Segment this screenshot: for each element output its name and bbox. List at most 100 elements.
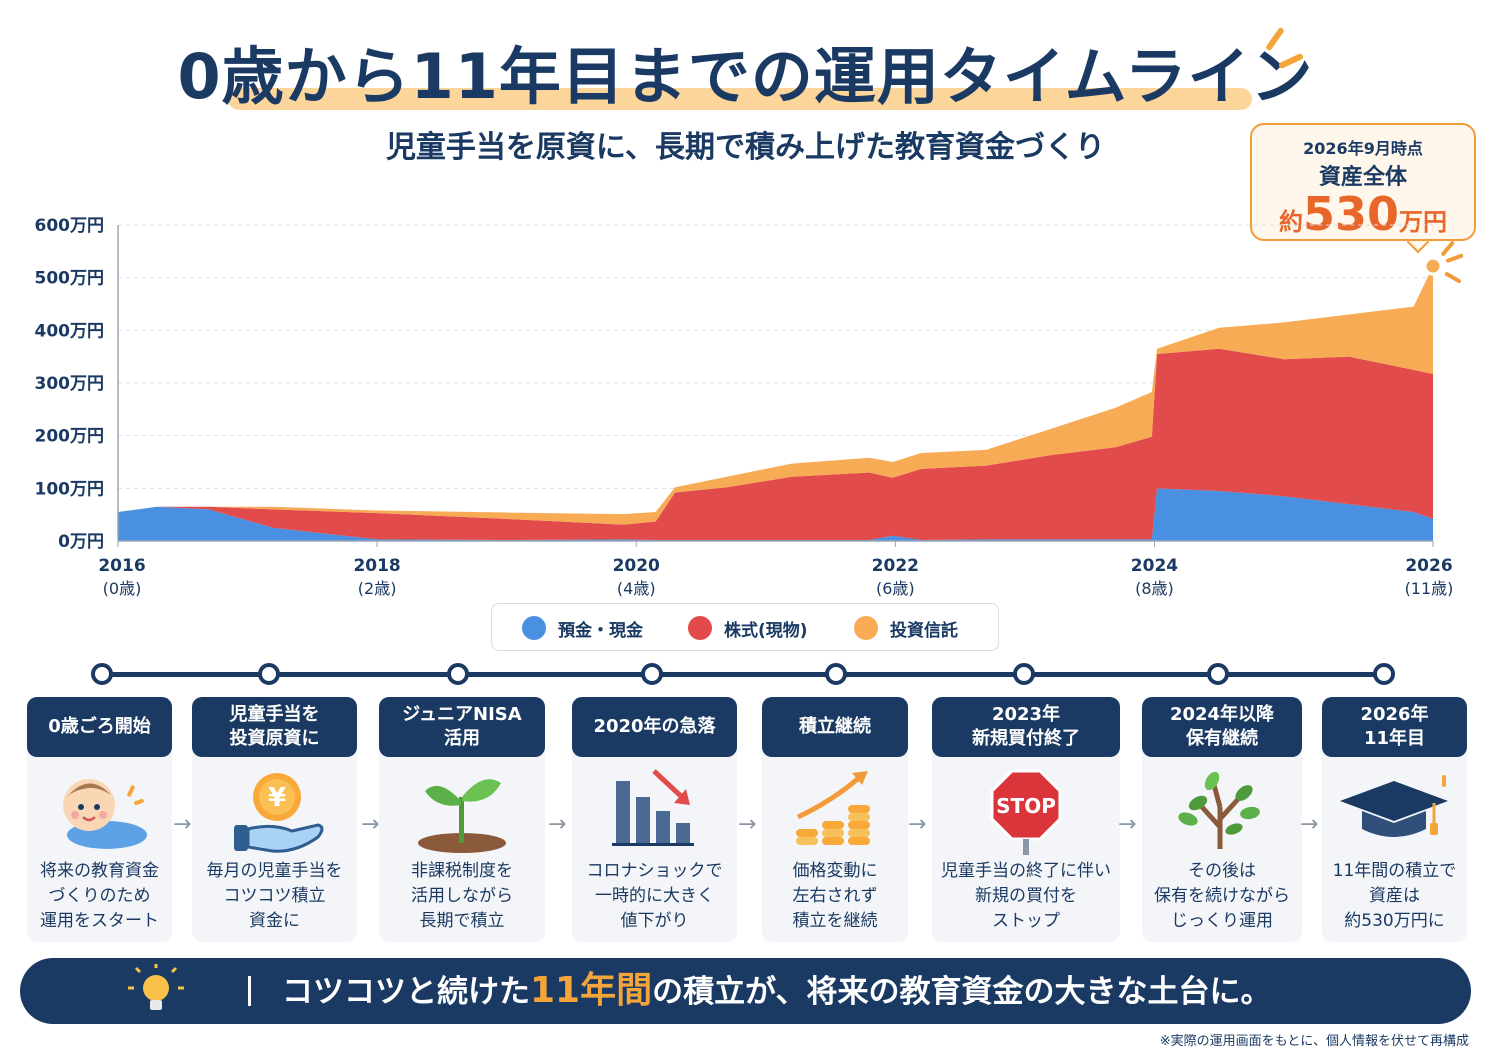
timeline-dot bbox=[1207, 663, 1229, 685]
lightbulb-icon bbox=[128, 964, 184, 1010]
area-series-cash bbox=[118, 488, 1433, 541]
marker-ray bbox=[1446, 253, 1464, 263]
card-description: 毎月の児童手当を コツコツ積立 資金に bbox=[206, 861, 343, 931]
footnote: ※実際の運用画面をもとに、個人情報を伏せて再構成 bbox=[1159, 1034, 1469, 1049]
total-asset-callout: 2026年9月時点 資産全体 約530万円 bbox=[1250, 123, 1476, 241]
card-heading: 0歳ごろ開始 bbox=[27, 697, 172, 757]
arrow-right-icon: → bbox=[908, 812, 927, 837]
x-tick-year: 2020 bbox=[613, 556, 660, 576]
card-heading: 2024年以降 保有継続 bbox=[1142, 697, 1302, 757]
marker-ray bbox=[1441, 241, 1455, 256]
timeline-dot bbox=[641, 663, 663, 685]
timeline-card-allowance: 児童手当を 投資原資に ¥ 毎月の児童手当を コツコツ積立 資金に bbox=[192, 697, 357, 942]
y-tick-label: 200万円 bbox=[35, 427, 105, 447]
timeline-dot bbox=[91, 663, 113, 685]
y-tick-label: 0万円 bbox=[58, 532, 104, 552]
legend-label-cash: 預金・現金 bbox=[558, 620, 643, 641]
yen-hand-icon: ¥ bbox=[234, 773, 324, 853]
legend-item-cash: 預金・現金 bbox=[522, 615, 643, 641]
stop-sign-text: STOP bbox=[996, 794, 1056, 818]
callout-date: 2026年9月時点 bbox=[1303, 139, 1423, 158]
legend-swatch-fund bbox=[854, 616, 878, 640]
arrow-right-icon: → bbox=[361, 812, 380, 837]
y-tick-label: 500万円 bbox=[35, 269, 105, 289]
timeline-dot bbox=[447, 663, 469, 685]
timeline-card-crash: 2020年の急落 コロナショックで 一時的に大きく 値下がり bbox=[572, 697, 737, 942]
banner-highlight: 11年間 bbox=[530, 970, 653, 1011]
callout-number: 530 bbox=[1302, 187, 1400, 241]
y-tick-label: 100万円 bbox=[35, 479, 105, 499]
chart-legend: 預金・現金 株式(現物) 投資信託 bbox=[491, 603, 999, 651]
chart-areas bbox=[118, 266, 1433, 541]
banner-message: コツコツと続けた11年間の積立が、将来の教育資金の大きな土台に。 bbox=[282, 970, 1272, 1011]
asset-area-chart: 0万円 100万円 200万円 300万円 400万円 500万円 600万円 2016 (0歳… bbox=[35, 216, 1464, 598]
card-description: 将来の教育資金 づくりのため 運用をスタート bbox=[40, 861, 159, 931]
sprout-icon bbox=[418, 779, 506, 853]
timeline-card-hold: 2024年以降 保有継続 その後は 保有を続けながら じっくり運用 bbox=[1142, 697, 1302, 942]
card-heading: 2023年 新規買付終了 bbox=[932, 697, 1120, 757]
card-heading: 児童手当を 投資原資に bbox=[192, 697, 357, 757]
callout-prefix: 約 bbox=[1278, 208, 1303, 236]
x-tick-age: (6歳) bbox=[876, 579, 915, 598]
card-description: 11年間の積立で 資産は 約530万円に bbox=[1332, 861, 1457, 931]
area-series-fund bbox=[118, 266, 1433, 525]
yen-symbol: ¥ bbox=[268, 783, 286, 813]
x-tick-year: 2022 bbox=[872, 556, 919, 576]
stop-sign-icon: STOP bbox=[990, 769, 1062, 855]
x-tick-age: (0歳) bbox=[103, 579, 142, 598]
x-tick-age: (11歳) bbox=[1405, 579, 1454, 598]
card-heading: 2020年の急落 bbox=[572, 697, 737, 757]
baby-icon bbox=[63, 779, 147, 849]
title-underline bbox=[228, 88, 1252, 110]
timeline-card-start: 0歳ごろ開始 将来の教育資金 づくりのため 運用をスタート bbox=[27, 697, 172, 942]
timeline-dot bbox=[825, 663, 847, 685]
card-description: コロナショックで 一時的に大きく 値下がり bbox=[586, 861, 723, 931]
card-heading: 積立継続 bbox=[762, 697, 908, 757]
card-heading: ジュニアNISA 活用 bbox=[379, 697, 545, 757]
area-series-stock bbox=[118, 348, 1433, 540]
x-tick-age: (4歳) bbox=[617, 579, 656, 598]
x-tick-year: 2018 bbox=[353, 556, 400, 576]
arrow-right-icon: → bbox=[548, 812, 567, 837]
card-description: その後は 保有を続けながら じっくり運用 bbox=[1154, 861, 1290, 931]
timeline-card-stop: 2023年 新規買付終了 STOP 児童手当の終了に伴い 新規の買付を ストップ bbox=[932, 697, 1120, 942]
banner-separator bbox=[248, 976, 251, 1006]
timeline-line bbox=[100, 672, 1386, 677]
timeline-dot bbox=[1373, 663, 1395, 685]
timeline-dot bbox=[258, 663, 280, 685]
callout-label: 資産全体 bbox=[1318, 165, 1407, 190]
x-tick-year: 2026 bbox=[1405, 556, 1452, 576]
x-tick-age: (8歳) bbox=[1135, 579, 1174, 598]
timeline-dot bbox=[1013, 663, 1035, 685]
legend-label-fund: 投資信託 bbox=[890, 620, 958, 641]
tree-icon bbox=[1178, 771, 1260, 849]
y-tick-label: 400万円 bbox=[35, 321, 105, 341]
end-point-marker bbox=[1423, 256, 1443, 276]
page-title: 0歳から11年目までの運用タイムライン bbox=[177, 40, 1314, 113]
card-description: 価格変動に 左右されず 積立を継続 bbox=[792, 861, 878, 931]
timeline-card-nisa: ジュニアNISA 活用 非課税制度を 活用しながら 長期で積立 bbox=[379, 697, 545, 942]
timeline-card-eleven-years: 2026年 11年目 11年間の積立で 資産は 約530万円に bbox=[1322, 697, 1467, 942]
legend-label-stock: 株式(現物) bbox=[724, 620, 808, 641]
chart-down-icon bbox=[612, 769, 694, 846]
legend-swatch-stock bbox=[688, 616, 712, 640]
coins-up-icon bbox=[796, 771, 870, 845]
graduation-cap-icon bbox=[1340, 775, 1448, 837]
arrow-right-icon: → bbox=[738, 812, 757, 837]
callout-value: 約530万円 bbox=[1252, 187, 1474, 241]
chart-axes: 0万円 100万円 200万円 300万円 400万円 500万円 600万円 2016 (0歳… bbox=[35, 216, 1454, 598]
arrow-right-icon: → bbox=[1118, 812, 1137, 837]
card-description: 児童手当の終了に伴い 新規の買付を ストップ bbox=[941, 861, 1111, 931]
legend-item-stock: 株式(現物) bbox=[688, 615, 808, 641]
legend-item-fund: 投資信託 bbox=[854, 615, 958, 641]
page-subtitle: 児童手当を原資に、長期で積み上げた教育資金づくり bbox=[385, 130, 1106, 165]
legend-swatch-cash bbox=[522, 616, 546, 640]
card-heading: 2026年 11年目 bbox=[1322, 697, 1467, 757]
summary-banner: コツコツと続けた11年間の積立が、将来の教育資金の大きな土台に。 bbox=[20, 958, 1471, 1024]
card-description: 非課税制度を 活用しながら 長期で積立 bbox=[411, 861, 513, 931]
x-tick-year: 2016 bbox=[98, 556, 145, 576]
arrow-right-icon: → bbox=[1300, 812, 1319, 837]
marker-ray bbox=[1444, 272, 1461, 284]
callout-suffix: 万円 bbox=[1399, 208, 1448, 236]
x-tick-year: 2024 bbox=[1131, 556, 1178, 576]
